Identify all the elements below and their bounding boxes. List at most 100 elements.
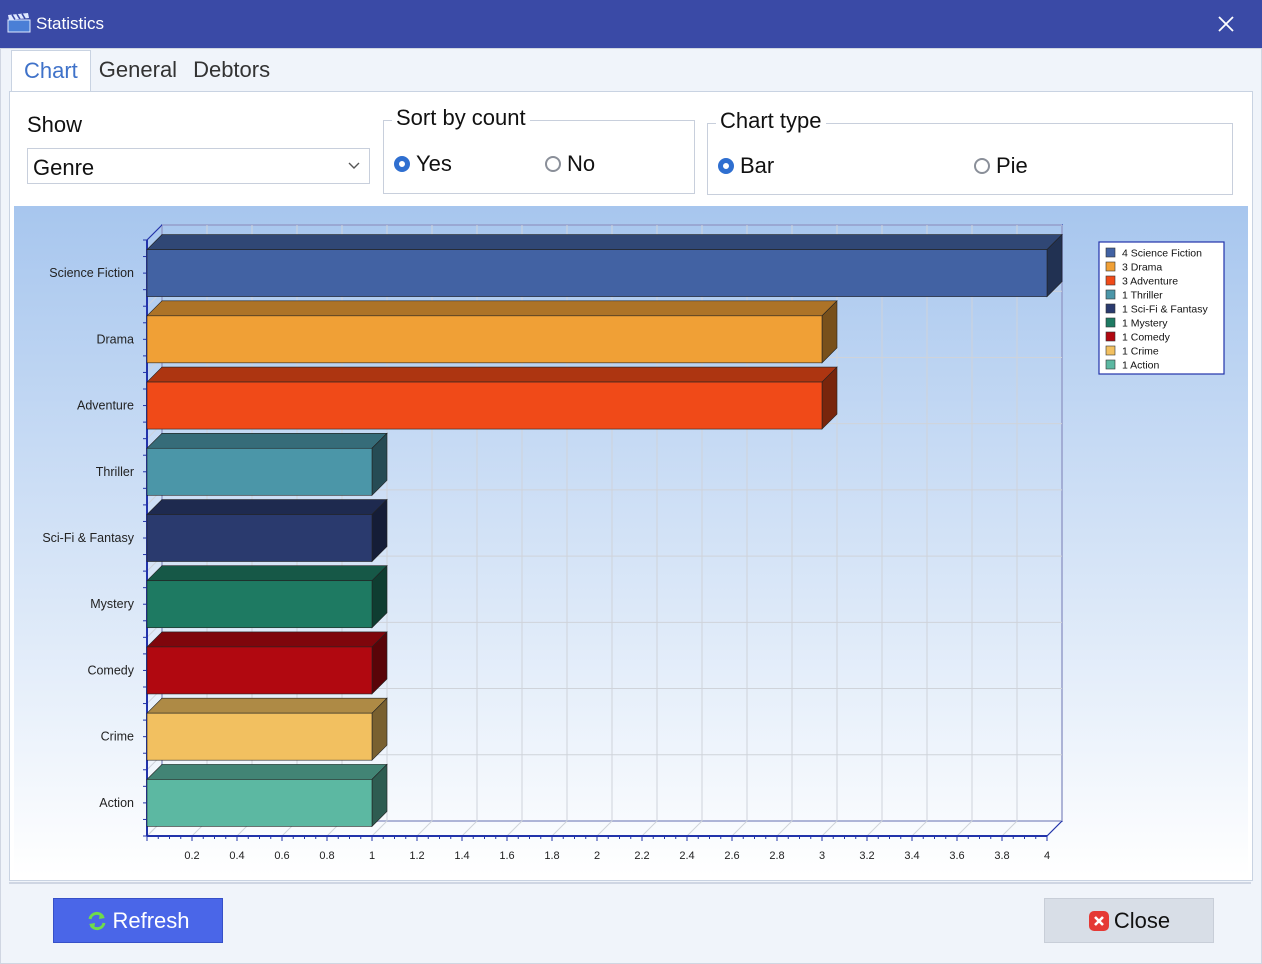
x-tick-label: 1.4 (454, 850, 469, 862)
bar-top (146, 631, 388, 648)
x-tick-label: 3.6 (949, 850, 964, 862)
x-tick-label: 0.8 (319, 850, 334, 862)
x-tick-label: 1.2 (409, 850, 424, 862)
grid-line (506, 820, 523, 837)
bar-top (146, 565, 388, 582)
legend-swatch (1105, 275, 1116, 286)
legend-swatch (1105, 289, 1116, 300)
bar: Action (99, 763, 388, 828)
axis-edge (1046, 820, 1063, 837)
grid-line (371, 820, 388, 837)
chart-type-bar-label: Bar (740, 153, 775, 178)
show-dropdown-value: Genre (33, 155, 95, 180)
grid-line (731, 820, 748, 837)
chart-type-pie-radio[interactable]: Pie (974, 153, 1028, 179)
radio-indicator (718, 158, 734, 174)
refresh-label: Refresh (112, 907, 190, 933)
grid-line (416, 820, 433, 837)
legend-entry: 1 Comedy (1122, 332, 1171, 344)
bar-top (146, 499, 388, 515)
chart-type-title: Chart type (716, 108, 826, 134)
bar-front (146, 779, 373, 827)
legend-swatch (1105, 359, 1116, 370)
category-label: Adventure (77, 399, 134, 413)
bar-front (146, 447, 373, 496)
x-tick-label: 0.4 (229, 850, 244, 862)
grid-line (1001, 820, 1018, 837)
grid-line (641, 820, 658, 837)
tab-debtors[interactable]: Debtors (193, 57, 271, 82)
x-tick-label: 1 (369, 850, 375, 862)
category-label: Drama (96, 332, 134, 346)
radio-indicator (394, 156, 410, 172)
grid-line (461, 820, 478, 837)
bar: Thriller (96, 432, 388, 497)
legend-entry: 4 Science Fiction (1122, 248, 1202, 260)
close-button[interactable]: Close (1044, 898, 1214, 943)
tab-strip: Chart General Debtors (11, 50, 278, 91)
legend-entry: 3 Adventure (1122, 276, 1178, 288)
refresh-icon (88, 911, 106, 930)
legend-entry: 1 Crime (1122, 346, 1159, 358)
x-tick-label: 0.2 (184, 850, 199, 862)
tab-chart[interactable]: Chart (11, 50, 91, 91)
bar: Adventure (77, 366, 838, 430)
bar-front (146, 514, 373, 562)
bar-front (146, 381, 823, 430)
legend-swatch (1105, 345, 1116, 356)
window-close-button[interactable] (1204, 4, 1248, 44)
legend-swatch (1105, 247, 1116, 258)
chart-type-group: Chart type Bar Pie (707, 108, 1233, 195)
bar: Drama (96, 300, 838, 364)
close-label: Close (1113, 907, 1171, 933)
bar-top (146, 300, 838, 317)
bar-front (146, 712, 373, 761)
legend-swatch (1105, 331, 1116, 342)
x-tick-label: 1.6 (499, 850, 514, 862)
tab-general[interactable]: General (98, 57, 178, 82)
x-ticks: 0.2 0.4 0.6 0.8 1 1.2 1.4 1.6 1.8 2 2.2 2.4 2.6 2.8 3 3… (143, 239, 1050, 862)
bar: Comedy (87, 631, 388, 695)
x-tick-label: 2 (594, 850, 600, 862)
bottom-separator (9, 882, 1251, 884)
x-tick-label: 0.6 (274, 850, 289, 862)
bar-chart: 0.2 0.4 0.6 0.8 1 1.2 1.4 1.6 1.8 2 2.2 2.4 2.6 2.8 3 3… (42, 224, 1225, 862)
radio-indicator (974, 158, 990, 174)
category-label: Sci-Fi & Fantasy (42, 531, 134, 545)
x-tick-label: 3.8 (994, 850, 1009, 862)
x-tick-label: 4 (1044, 850, 1050, 862)
chart-legend: 4 Science Fiction 3 Drama 3 Adventure 1 Thr… (1098, 241, 1225, 375)
sort-yes-radio[interactable]: Yes (394, 151, 452, 177)
category-label: Science Fiction (49, 266, 134, 280)
x-tick-label: 2.8 (769, 850, 784, 862)
legend-entry: 1 Sci-Fi & Fantasy (1122, 304, 1209, 316)
category-label: Mystery (90, 597, 135, 611)
bar-top (146, 764, 388, 780)
bar-front (146, 580, 373, 629)
chart-type-bar-radio[interactable]: Bar (718, 153, 774, 179)
dialog-body: Chart General Debtors Show Genre Sort by… (0, 48, 1262, 964)
cancel-icon (1088, 910, 1109, 931)
sort-no-radio[interactable]: No (545, 151, 595, 177)
title-bar: Statistics (0, 0, 1262, 48)
legend-entry: 3 Drama (1122, 262, 1162, 274)
bar-top (146, 234, 1063, 250)
show-label: Show (27, 112, 83, 137)
x-tick-label: 2.6 (724, 850, 739, 862)
legend-swatch (1105, 317, 1116, 328)
category-label: Action (99, 796, 134, 810)
chart-area: 0.2 0.4 0.6 0.8 1 1.2 1.4 1.6 1.8 2 2.2 2.4 2.6 2.8 3 3… (14, 206, 1248, 876)
refresh-button[interactable]: Refresh (53, 898, 223, 943)
window-title: Statistics (36, 14, 105, 33)
x-tick-label: 1.8 (544, 850, 559, 862)
sort-by-count-group: Sort by count Yes No (383, 105, 695, 194)
radio-indicator (545, 156, 561, 172)
grid-line (551, 820, 568, 837)
grid-line (686, 820, 703, 837)
legend-swatch (1105, 261, 1116, 272)
sort-by-count-title: Sort by count (392, 105, 530, 131)
x-tick-label: 2.2 (634, 850, 649, 862)
show-dropdown[interactable]: Genre (27, 148, 370, 184)
grid-line (821, 820, 838, 837)
bar-top (146, 366, 838, 383)
